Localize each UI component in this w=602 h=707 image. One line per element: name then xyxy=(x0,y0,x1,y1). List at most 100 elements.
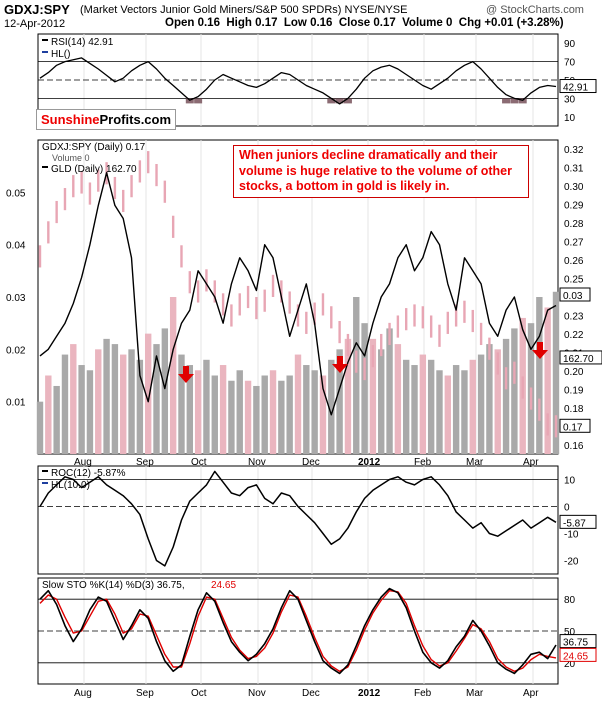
annotation-callout: When juniors decline dramatically and th… xyxy=(233,145,529,198)
roc-value-label: -5.87 xyxy=(563,518,586,529)
rsi-value-label: 42.91 xyxy=(563,83,588,94)
rsi-tick-label: 70 xyxy=(564,58,576,69)
stoch-tick-label: 50 xyxy=(564,627,576,638)
red-arrow xyxy=(178,366,194,383)
volume-bar xyxy=(136,359,144,454)
price-legend-gdxj: GDXJ:SPY (Daily) 0.17 xyxy=(42,142,146,153)
x-axis-label-bottom: Aug xyxy=(74,688,92,699)
x-axis-label-bottom: Mar xyxy=(466,688,484,699)
roc-panel xyxy=(37,465,559,575)
red-arrow xyxy=(532,342,548,359)
roc-line xyxy=(39,470,557,567)
volume-bar xyxy=(236,370,243,454)
roc-legend-hl: HL(10.0) xyxy=(51,480,90,491)
volume-bar xyxy=(269,370,277,454)
volume-bar xyxy=(278,380,285,454)
price-tick-label: 0.23 xyxy=(564,311,584,322)
x-axis-label-mid: Apr xyxy=(523,457,539,468)
gld-value-label-box xyxy=(559,350,602,365)
x-axis-label-bottom: Feb xyxy=(414,688,432,699)
chart-date: 12-Apr-2012 xyxy=(4,18,66,30)
volume-bar xyxy=(70,344,77,454)
x-axis-label-bottom: Oct xyxy=(191,688,207,699)
volume-bar xyxy=(427,359,435,454)
logo-part-sunshine: Sunshine xyxy=(41,112,100,127)
volume-tick-label: 0.03 xyxy=(6,293,26,304)
rsi-oversold-fill xyxy=(502,98,511,104)
roc-legend-roc: ROC(12) -5.87% xyxy=(51,468,126,479)
stoch-tick-label: 80 xyxy=(564,595,576,606)
volume-bar xyxy=(53,385,60,454)
volume-bar xyxy=(144,333,152,454)
volume-bar xyxy=(161,328,169,454)
volume-tick-label: 0.02 xyxy=(6,345,26,356)
volume-bar xyxy=(61,354,69,454)
volume-bar xyxy=(378,349,385,454)
volume-bar xyxy=(552,291,560,454)
price-tick-label: 0.30 xyxy=(564,182,584,193)
volume-bar xyxy=(103,338,110,454)
rsi-legend-rsi: RSI(14) 42.91 xyxy=(51,37,114,48)
gld-line xyxy=(39,171,557,416)
rsi-oversold-fill xyxy=(518,98,527,104)
volume-bar xyxy=(303,365,310,454)
logo-part-com: .com xyxy=(140,112,172,127)
volume-bar xyxy=(261,375,268,454)
roc-tick-label: 10 xyxy=(564,476,576,487)
volume-bar xyxy=(336,349,343,454)
chart-symbol: GDXJ:SPY xyxy=(4,2,70,17)
price-tick-label: 0.22 xyxy=(564,330,584,341)
volume-bar xyxy=(244,380,252,454)
gdxj-value-label: 0.17 xyxy=(563,422,583,433)
volume-bar xyxy=(111,344,119,454)
volume-tick-label: 0.01 xyxy=(6,398,26,409)
rsi-oversold-fill xyxy=(194,98,203,104)
volume-bar xyxy=(402,359,410,454)
stoch-k-line xyxy=(39,587,557,675)
x-axis-label-mid: Sep xyxy=(136,457,154,468)
volume-bar xyxy=(311,370,318,454)
rsi-oversold-fill xyxy=(185,98,194,104)
rsi-legend-hl: HL() xyxy=(51,49,70,60)
volume-bar xyxy=(386,328,393,454)
volume-bar xyxy=(436,370,443,454)
roc-legend-roc-swatch xyxy=(42,470,48,472)
volume-bar xyxy=(369,338,377,454)
price-legend-gld-swatch xyxy=(42,166,48,168)
rsi-oversold-fill xyxy=(327,98,336,104)
x-axis-label-mid: 2012 xyxy=(358,457,381,468)
x-axis-label-bottom: Sep xyxy=(136,688,154,699)
ohlc-readout: Open 0.16 High 0.17 Low 0.16 Close 0.17 … xyxy=(165,17,564,29)
price-tick-label: 0.19 xyxy=(564,385,584,396)
rsi-tick-label: 30 xyxy=(564,94,576,105)
volume-bar xyxy=(294,354,302,454)
price-tick-label: 0.29 xyxy=(564,201,584,212)
x-axis-label-bottom: 2012 xyxy=(358,688,381,699)
volume-bar xyxy=(444,375,452,454)
volume-bar xyxy=(128,349,135,454)
volume-bar xyxy=(319,375,327,454)
rsi-line xyxy=(39,57,557,105)
roc-value-label-box xyxy=(559,514,597,529)
stoch-d-line xyxy=(39,590,557,672)
chart-description: (Market Vectors Junior Gold Miners/S&P 5… xyxy=(80,4,408,16)
volume-bar xyxy=(169,297,177,454)
volume-bar xyxy=(186,365,194,454)
stoch-k-value-label: 36.75 xyxy=(563,638,588,649)
x-axis-label-mid: Feb xyxy=(414,457,432,468)
volume-bar xyxy=(211,375,218,454)
red-arrow xyxy=(332,356,348,373)
volume-bar xyxy=(86,370,94,454)
volume-bar xyxy=(461,370,468,454)
sunshine-profits-logo: SunshineProfits.com xyxy=(36,109,177,130)
price-legend-gld: GLD (Daily) 162.70 xyxy=(51,164,137,175)
logo-part-profits: Profits xyxy=(99,112,141,127)
volume-bar xyxy=(486,344,493,454)
rsi-tick-label: 90 xyxy=(564,39,576,50)
x-axis-label-bottom: Apr xyxy=(523,688,539,699)
volume-bar xyxy=(353,297,360,454)
price-tick-label: 0.25 xyxy=(564,275,584,286)
volume-bar xyxy=(511,328,518,454)
price-tick-label: 0.18 xyxy=(564,404,584,415)
